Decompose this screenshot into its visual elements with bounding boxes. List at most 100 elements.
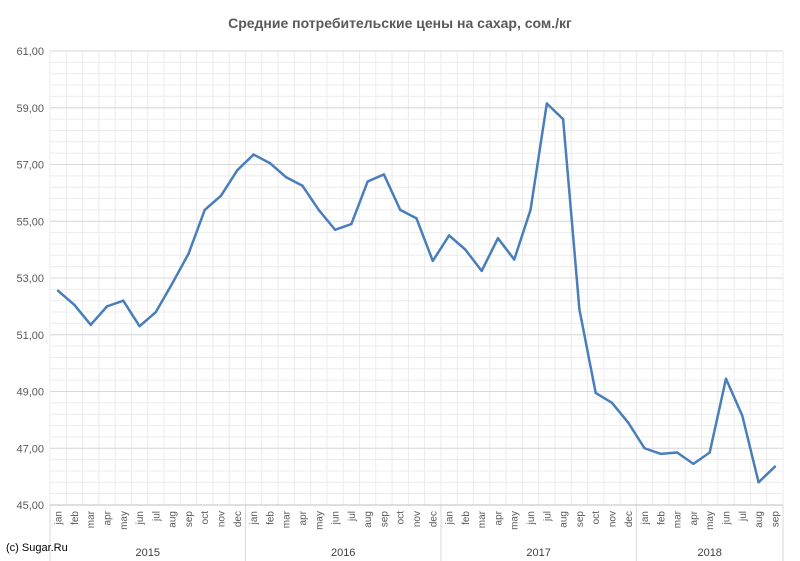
data-point — [415, 217, 418, 220]
data-point — [529, 208, 532, 212]
x-tick-label: sep — [184, 511, 195, 528]
x-tick-label: feb — [461, 511, 472, 525]
credit-text: (c) Sugar.Ru — [6, 542, 68, 554]
data-point — [56, 289, 60, 292]
x-tick-label: aug — [168, 511, 179, 528]
x-tick-label: feb — [656, 511, 667, 525]
data-point — [203, 208, 206, 212]
data-point — [284, 176, 288, 179]
x-tick-label: apr — [103, 510, 114, 525]
x-tick-label: mar — [673, 510, 684, 528]
year-label: 2017 — [526, 547, 550, 559]
data-point — [252, 153, 255, 156]
x-axis: jan feb mar apr may jun jul aug sep oct nov dec jan f… — [50, 504, 783, 530]
x-tick-label: may — [119, 511, 130, 530]
year-label: 2015 — [135, 547, 159, 559]
data-point — [236, 168, 239, 172]
x-tick-label: jun — [331, 511, 342, 525]
x-tick-label: may — [510, 511, 521, 530]
x-tick-label: jul — [738, 511, 749, 522]
data-point — [382, 173, 386, 176]
data-point — [399, 208, 402, 212]
x-tick-label: oct — [200, 511, 211, 525]
data-point — [317, 208, 320, 212]
x-tick-label: feb — [70, 511, 81, 525]
x-tick-label: feb — [265, 511, 276, 525]
data-point — [73, 303, 76, 307]
x-tick-label: sep — [379, 511, 390, 528]
data-point — [627, 421, 630, 424]
x-tick-label: may — [314, 511, 325, 530]
data-point — [447, 234, 451, 237]
x-tick-label: jun — [526, 511, 537, 525]
data-point — [610, 401, 614, 405]
data-point — [757, 481, 760, 484]
x-tick-label: jan — [249, 511, 260, 525]
x-tick-label: jul — [542, 511, 553, 522]
data-point — [187, 252, 190, 256]
data-point — [561, 117, 565, 121]
x-tick-label: jan — [445, 511, 456, 525]
data-point — [578, 308, 581, 311]
data-point — [431, 259, 434, 263]
data-point — [154, 310, 158, 314]
data-point — [89, 323, 92, 327]
data-point — [301, 184, 304, 187]
y-tick-label: 51,00 — [16, 330, 44, 342]
data-point — [333, 228, 337, 231]
x-tick-label: sep — [575, 511, 586, 528]
data-point — [643, 447, 646, 450]
data-point — [480, 269, 483, 273]
data-point — [675, 451, 679, 454]
x-tick-label: aug — [559, 511, 570, 528]
data-point — [268, 161, 272, 165]
y-tick-label: 55,00 — [16, 216, 44, 228]
x-tick-label: oct — [591, 511, 602, 525]
gridlines — [49, 50, 784, 506]
data-point — [773, 465, 777, 468]
data-point — [659, 452, 663, 456]
data-point — [105, 305, 109, 308]
x-tick-label: jan — [640, 511, 651, 525]
data-point — [350, 222, 353, 226]
data-points — [56, 102, 777, 484]
x-tick-label: apr — [298, 510, 309, 525]
x-tick-label: apr — [689, 510, 700, 525]
x-tick-label: aug — [363, 511, 374, 528]
data-point — [496, 237, 500, 240]
y-tick-label: 57,00 — [16, 160, 44, 172]
x-tick-label: nov — [412, 511, 423, 527]
data-point — [170, 282, 174, 285]
x-tick-label: jun — [721, 511, 732, 525]
chart-title: Средние потребительские цены на сахар, с… — [228, 15, 572, 31]
x-tick-label: dec — [624, 511, 635, 527]
data-point — [545, 102, 549, 105]
data-point — [594, 391, 597, 395]
y-axis: 45,00 47,00 49,00 51,00 53,00 55,00 57,00 59,00… — [16, 46, 44, 512]
data-point — [708, 451, 711, 454]
x-tick-label: aug — [754, 511, 765, 528]
x-tick-label: sep — [770, 511, 781, 528]
x-tick-label: nov — [217, 511, 228, 527]
y-tick-label: 61,00 — [16, 46, 44, 58]
x-tick-label: may — [705, 511, 716, 530]
y-tick-label: 47,00 — [16, 443, 44, 455]
x-tick-label: mar — [86, 510, 97, 528]
x-tick-label: dec — [428, 511, 439, 527]
x-tick-label: jul — [151, 511, 162, 522]
year-label: 2018 — [697, 547, 721, 559]
year-label: 2016 — [331, 547, 355, 559]
y-tick-label: 49,00 — [16, 387, 44, 399]
data-point — [138, 325, 141, 328]
x-tick-label: nov — [607, 511, 618, 527]
data-point — [724, 377, 728, 380]
x-tick-label: jul — [347, 511, 358, 522]
x-tick-label: dec — [233, 511, 244, 527]
x-tick-label: apr — [493, 510, 504, 525]
y-tick-label: 59,00 — [16, 103, 44, 115]
data-point — [219, 194, 223, 197]
data-point — [513, 258, 516, 261]
y-tick-label: 45,00 — [16, 500, 44, 512]
